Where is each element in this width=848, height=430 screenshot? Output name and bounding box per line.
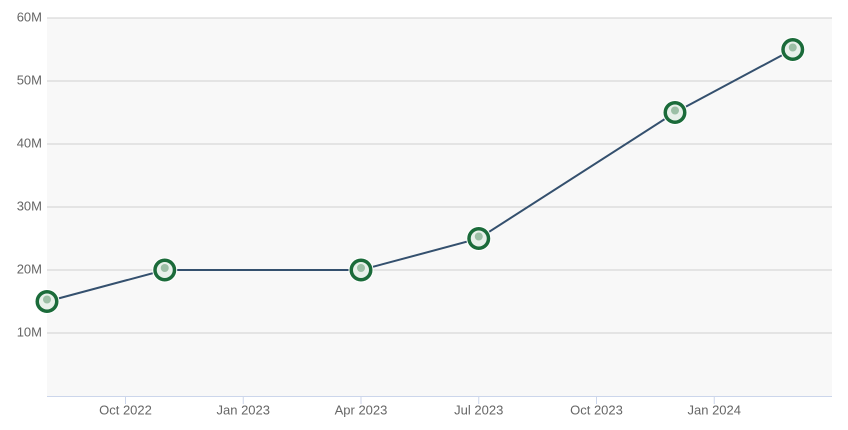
x-tick-label: Jan 2023: [217, 402, 271, 417]
x-tick-label: Oct 2023: [570, 402, 623, 417]
x-tick-label: Jan 2024: [688, 402, 742, 417]
y-tick-label: 30M: [17, 198, 42, 213]
marker: [780, 37, 806, 62]
marker-emblem: [671, 106, 679, 115]
y-tick-label: 10M: [17, 324, 42, 339]
marker-emblem: [160, 264, 169, 272]
marker-emblem: [474, 232, 483, 241]
line: [46, 48, 794, 303]
marker: [152, 257, 178, 283]
y-tick-label: 50M: [17, 72, 42, 87]
marker: [34, 289, 60, 314]
y-tick-label: 20M: [17, 261, 42, 276]
marker: [466, 226, 492, 251]
x-tick-label: Jul 2023: [454, 402, 503, 417]
marker: [348, 257, 374, 283]
y-tick-label: 60M: [17, 9, 42, 24]
marker-emblem: [357, 264, 365, 272]
marker-emblem: [788, 43, 797, 52]
y-tick-label: 40M: [17, 135, 42, 150]
marker: [662, 100, 688, 125]
x-tick-label: Apr 2023: [335, 402, 388, 417]
x-tick-label: Oct 2022: [99, 402, 152, 417]
marker-emblem: [43, 295, 51, 304]
